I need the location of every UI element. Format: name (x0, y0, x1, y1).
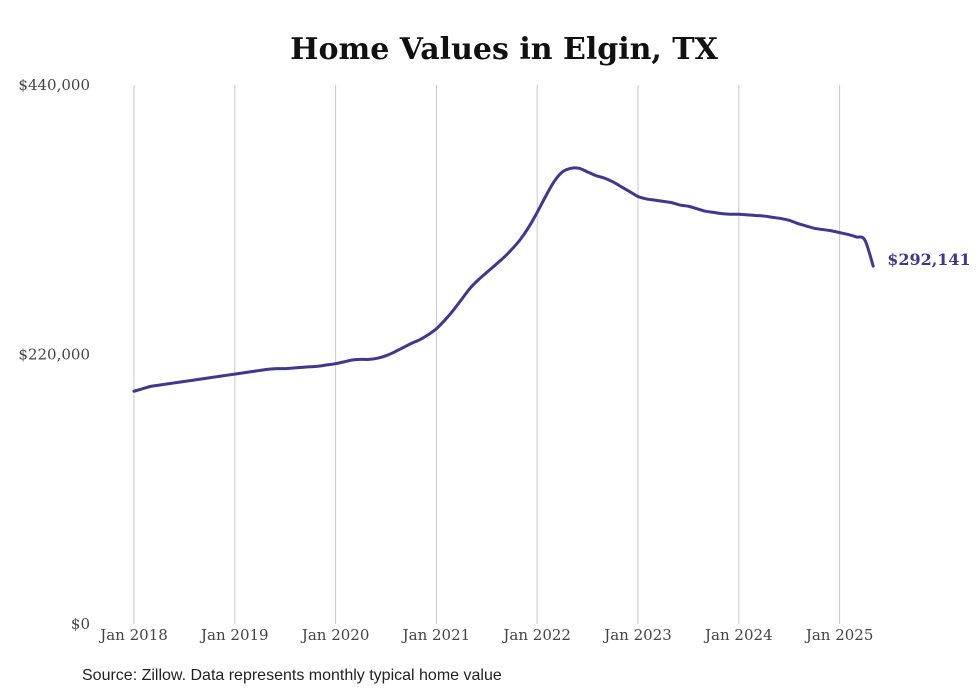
y-axis-ticks: $0 $220,000 $440,000 (18, 76, 90, 633)
x-axis-ticks: Jan 2018 Jan 2019 Jan 2020 Jan 2021 Jan 2022… (98, 626, 873, 644)
x-tick-label: Jan 2025 (804, 626, 874, 644)
x-tick-label: Jan 2021 (401, 626, 471, 644)
x-tick-label: Jan 2018 (98, 626, 168, 644)
gridlines (133, 85, 841, 624)
chart-title: Home Values in Elgin, TX (290, 32, 719, 67)
y-tick-label: $440,000 (18, 76, 90, 94)
series-line (132, 166, 875, 393)
end-value-label: $292,141 (887, 250, 971, 269)
x-tick-label: Jan 2024 (703, 626, 773, 644)
x-tick-label: Jan 2020 (300, 626, 370, 644)
x-tick-label: Jan 2023 (602, 626, 672, 644)
x-tick-label: Jan 2022 (501, 626, 571, 644)
y-tick-label: $0 (71, 615, 90, 633)
x-tick-label: Jan 2019 (199, 626, 269, 644)
source-note: Source: Zillow. Data represents monthly … (82, 667, 502, 684)
y-tick-label: $220,000 (18, 346, 90, 364)
